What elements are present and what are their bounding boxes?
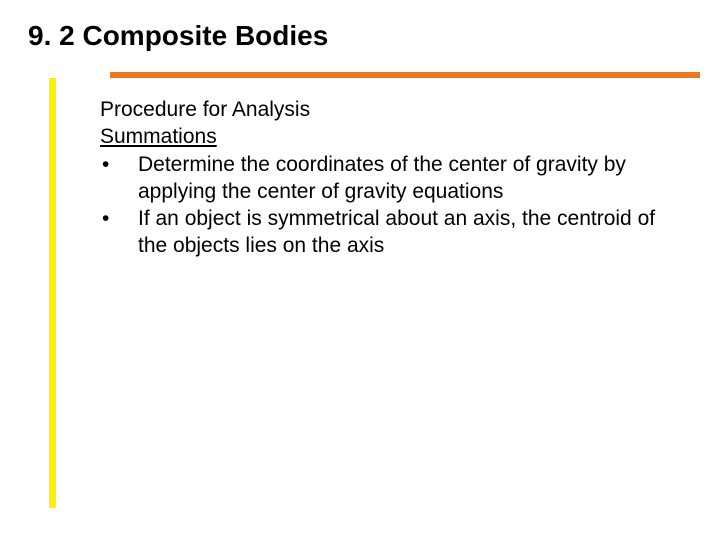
procedure-title: Procedure for Analysis <box>100 96 680 123</box>
bullet-text: If an object is symmetrical about an axi… <box>138 205 680 260</box>
content-area: Procedure for Analysis Summations • Dete… <box>0 78 720 260</box>
slide-container: 9. 2 Composite Bodies Procedure for Anal… <box>0 0 720 540</box>
bullet-marker-icon: • <box>100 151 138 178</box>
bullet-text: Determine the coordinates of the center … <box>138 151 680 206</box>
title-area: 9. 2 Composite Bodies <box>0 0 720 60</box>
list-item: • Determine the coordinates of the cente… <box>100 151 680 206</box>
yellow-vertical-bar <box>49 78 56 508</box>
subheading: Summations <box>100 123 680 150</box>
list-item: • If an object is symmetrical about an a… <box>100 205 680 260</box>
bullet-list: • Determine the coordinates of the cente… <box>100 151 680 260</box>
slide-title: 9. 2 Composite Bodies <box>28 20 720 52</box>
bullet-marker-icon: • <box>100 205 138 232</box>
